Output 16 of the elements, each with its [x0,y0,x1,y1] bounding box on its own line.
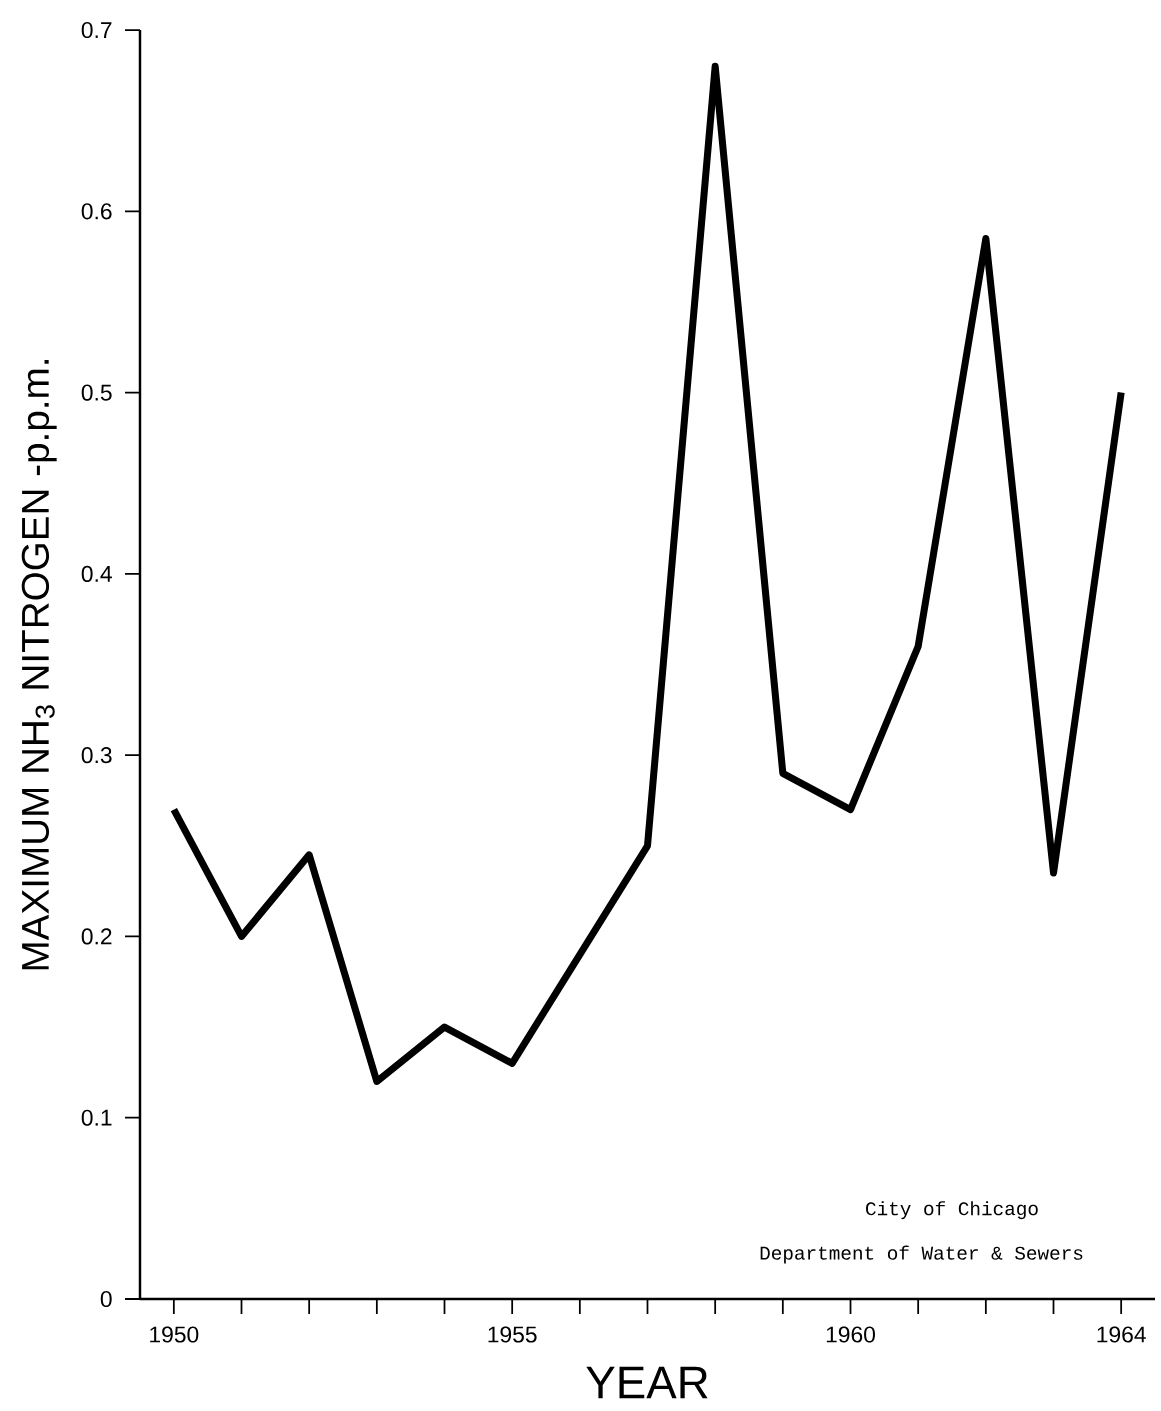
x-tick-label: 1955 [488,1326,537,1343]
x-axis-title: YEAR [586,1366,708,1399]
y-tick-label: 0.4 [81,565,112,582]
y-tick-label: 0.2 [81,928,112,945]
y-tick-label: 0.3 [81,747,112,764]
x-tick-label: 1964 [1097,1326,1146,1343]
y-tick-label: 0.6 [81,203,112,220]
annotation: Department of Water & Sewers [760,1245,1083,1264]
annotation: City of Chicago [866,1201,1038,1220]
y-tick-label: 0.1 [81,1109,112,1126]
y-axis-title: MAXIMUM NH$_{3}$ NITROGEN -p.p.m. [21,360,57,970]
y-tick-label: 0 [100,1290,112,1308]
y-tick-label: 0.7 [81,21,112,39]
y-tick-label: 0.5 [81,384,112,401]
x-tick-label: 1960 [826,1326,875,1343]
x-tick-label: 1950 [150,1326,199,1343]
